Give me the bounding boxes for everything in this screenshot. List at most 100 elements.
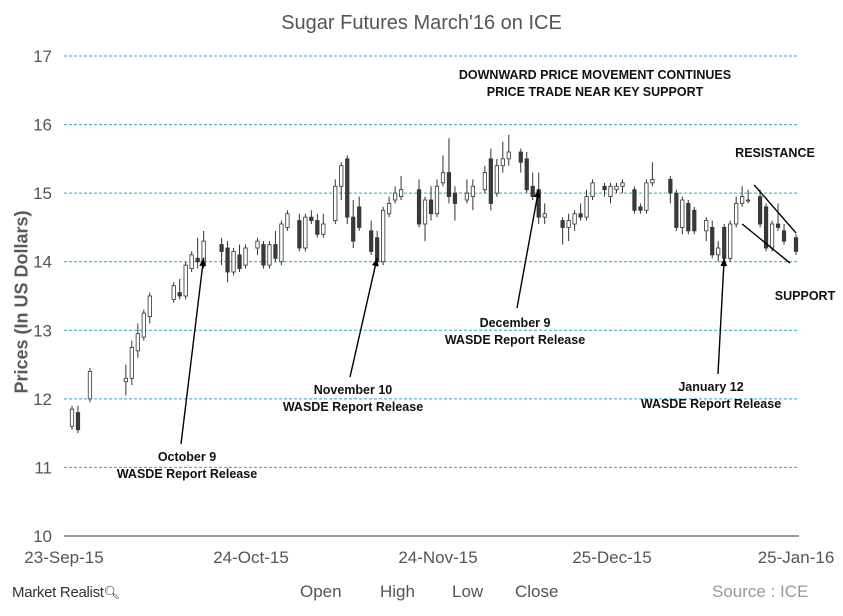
annotation-january-12: January 12 WASDE Report Release (626, 379, 796, 413)
resistance-label: RESISTANCE (735, 146, 815, 160)
candle (231, 248, 236, 276)
candle-body-down (757, 196, 763, 225)
candle (393, 186, 398, 204)
candle-body-down (452, 192, 458, 204)
candle-body-up (381, 209, 386, 263)
annotation-arrow (717, 257, 728, 375)
candle-body-down (225, 247, 230, 273)
support-label: SUPPORT (774, 289, 836, 303)
arrow-head (720, 257, 728, 267)
candle-body-up (303, 216, 308, 249)
candle (398, 176, 404, 200)
candle (704, 217, 709, 242)
candle-body-up (123, 377, 128, 383)
candle-body-down (602, 185, 607, 191)
candle (219, 237, 224, 266)
headline-line-2: PRICE TRADE NEAR KEY SUPPORT (486, 85, 704, 99)
candle-body-down (195, 257, 200, 263)
candle-body-up (482, 172, 487, 191)
candle-body-up (680, 199, 685, 228)
candle-body-down (578, 213, 583, 218)
candle-body-up (440, 172, 446, 184)
y-tick-label: 10 (33, 527, 52, 546)
source-note: Source : ICE (712, 582, 809, 601)
annotation-arrow (349, 257, 379, 378)
candle-body-down (345, 158, 350, 218)
y-tick-label: 16 (33, 116, 52, 135)
candle (650, 162, 655, 187)
candle (710, 220, 715, 259)
y-tick-label: 12 (33, 390, 52, 409)
candle-body-down (793, 237, 799, 252)
candle (315, 213, 320, 238)
arrow-head (533, 189, 541, 198)
candle (620, 179, 625, 194)
annotation-date: January 12 (678, 380, 744, 394)
candle (351, 200, 356, 248)
candle-body-up (728, 223, 733, 259)
y-tick-label: 14 (33, 253, 52, 272)
candle (416, 179, 422, 228)
candle-body-up (267, 244, 272, 266)
candle-body-down (518, 151, 523, 163)
headline-note: DOWNWARD PRICE MOVEMENT CONTINUES PRICE … (440, 67, 750, 101)
candle-body-up (740, 196, 745, 204)
annotation-date: December 9 (479, 316, 551, 330)
candle (746, 189, 751, 204)
annotation-date: October 9 (157, 450, 217, 464)
candle (189, 251, 194, 272)
candle (285, 210, 290, 231)
candle (357, 196, 362, 231)
candle (578, 203, 583, 221)
annotation-event: WASDE Report Release (444, 333, 586, 347)
arrow-head (199, 257, 206, 267)
candle-body-down (763, 206, 769, 249)
x-tick-label: 25-Dec-15 (572, 548, 651, 567)
candle (255, 237, 260, 255)
annotation-date: November 10 (313, 383, 393, 397)
candle-body-up (422, 199, 428, 225)
candle (638, 203, 643, 214)
candle-body-down (674, 192, 679, 228)
candle-body-down (781, 230, 787, 242)
candle-body-down (75, 412, 81, 431)
candle (722, 224, 727, 262)
annotation-event: WASDE Report Release (640, 397, 782, 411)
x-axis: 23-Sep-15 24-Oct-15 24-Nov-15 25-Dec-15 25-J… (24, 535, 834, 567)
candle-body-down (351, 216, 356, 242)
candle (716, 241, 721, 262)
candle (183, 261, 188, 300)
legend-open: Open (300, 582, 342, 601)
candle (87, 368, 93, 403)
candle-body-down (261, 244, 266, 266)
candle (141, 309, 146, 341)
candle-body-up (231, 251, 236, 273)
candle-body-up (769, 223, 775, 249)
arrow-head (372, 257, 379, 267)
candle (614, 182, 619, 194)
annotation-october-9: October 9 WASDE Report Release (102, 449, 272, 483)
candle (584, 189, 589, 221)
candle (494, 158, 499, 197)
candle (524, 152, 529, 194)
support-line (741, 223, 791, 264)
candle-body-down (530, 185, 535, 197)
candle (267, 241, 272, 269)
candle (123, 364, 128, 396)
candle-body-down (560, 220, 565, 228)
candle (542, 203, 547, 224)
candle-body-up (620, 182, 625, 187)
candle-body-down (488, 158, 493, 204)
candle-body-up (255, 240, 260, 249)
annotation-event: WASDE Report Release (282, 400, 424, 414)
candle (273, 230, 278, 262)
candle-body-up (279, 223, 284, 263)
candle-body-up (566, 220, 571, 228)
candle (470, 179, 475, 211)
annotation-arrows (180, 189, 728, 445)
x-tick-label: 24-Oct-15 (213, 548, 289, 567)
candle-body-up (129, 347, 134, 379)
candle (75, 405, 81, 434)
candle-body-up (746, 199, 751, 202)
